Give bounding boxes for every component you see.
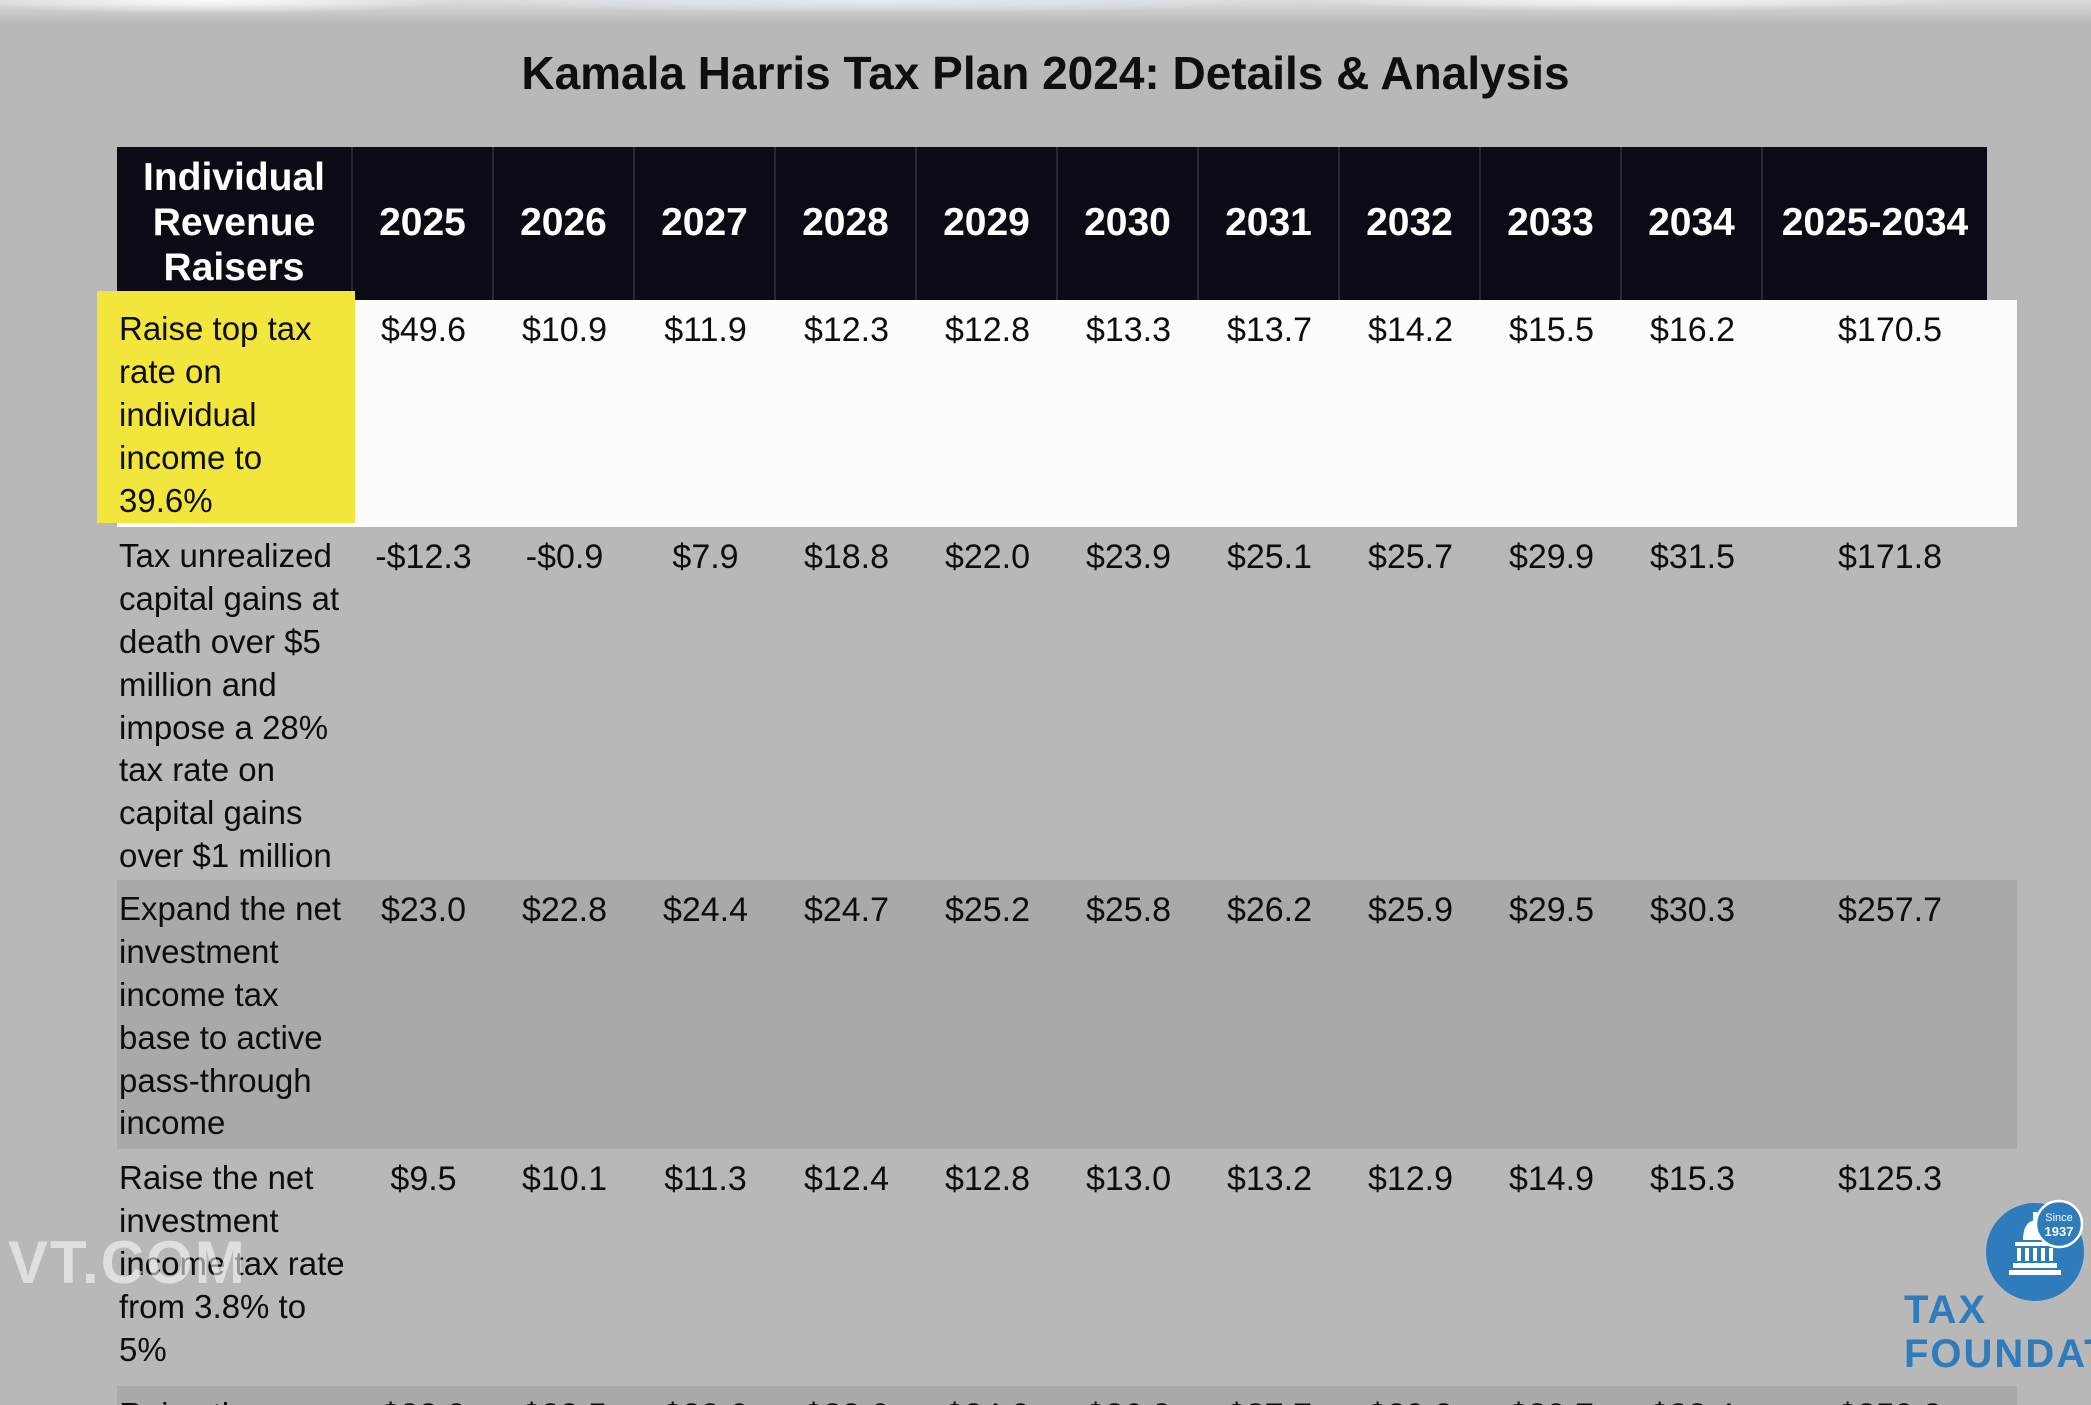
row-label: Expand the net investment income tax bas… bbox=[117, 880, 353, 1149]
table-row: Raise top tax rate on individual income … bbox=[97, 291, 2017, 527]
cell-value: $13.2 bbox=[1226, 1160, 1313, 1198]
logo-text-foundation: FOUNDAT bbox=[1904, 1332, 2091, 1376]
cell-value: $12.4 bbox=[803, 1160, 890, 1198]
cell-value: $10.1 bbox=[521, 1160, 608, 1198]
highlight-marker bbox=[97, 291, 355, 523]
capitol-dome-icon: Since 1937 bbox=[1986, 1199, 2084, 1301]
cell-value: $25.9 bbox=[1367, 891, 1454, 929]
cell-value: $7.9 bbox=[672, 538, 739, 576]
column-header: 2033 bbox=[1481, 147, 1622, 300]
cell-value: $29.3 bbox=[1340, 1386, 1481, 1405]
cell-value: $14.2 bbox=[1367, 311, 1454, 349]
row-label-text: Tax unrealized capital gains at death ov… bbox=[119, 537, 340, 875]
cell-value: $26.3 bbox=[1058, 1386, 1199, 1405]
cell-value: $26.2 bbox=[1226, 891, 1313, 929]
table-body: Raise top tax rate on individual income … bbox=[97, 291, 2017, 1405]
cell-value: $13.7 bbox=[1226, 311, 1313, 349]
top-glare bbox=[0, 0, 2091, 24]
cell-value: $15.3 bbox=[1649, 1160, 1736, 1198]
tax-table: Individual Revenue Raisers 2025 2026 2027 20… bbox=[97, 147, 2017, 1405]
row-label-text: Raise the bbox=[119, 1396, 258, 1405]
column-header: 2032 bbox=[1340, 147, 1481, 300]
row-label-text: Raise top tax rate on individual income … bbox=[119, 310, 312, 519]
badge-year-text: 1937 bbox=[2045, 1224, 2074, 1239]
cell-value: $23.5 bbox=[494, 1386, 635, 1405]
column-header: 2034 bbox=[1622, 147, 1763, 300]
cell-value: $13.3 bbox=[1085, 311, 1172, 349]
column-header: 2028 bbox=[776, 147, 917, 300]
cell-value: $11.9 bbox=[664, 311, 747, 349]
cell-value: $29.9 bbox=[1508, 538, 1595, 576]
column-header: 2026 bbox=[494, 147, 635, 300]
cell-value: $22.8 bbox=[521, 891, 608, 929]
row-label-text: Expand the net investment income tax bas… bbox=[119, 890, 342, 1142]
cell-value: $170.5 bbox=[1838, 311, 1942, 349]
cell-value: $24.0 bbox=[917, 1386, 1058, 1405]
cell-value: $30.3 bbox=[1649, 891, 1736, 929]
cell-value: $125.3 bbox=[1838, 1160, 1942, 1198]
column-header: 2030 bbox=[1058, 147, 1199, 300]
cell-value: $25.1 bbox=[1226, 538, 1313, 576]
cell-value: -$12.3 bbox=[375, 538, 472, 576]
row-label: Raise top tax rate on individual income … bbox=[117, 300, 353, 527]
cell-value: $31.5 bbox=[1649, 538, 1736, 576]
cell-value: $23.9 bbox=[1085, 538, 1172, 576]
cell-value: -$0.9 bbox=[525, 538, 604, 576]
table-row: Raise the net investment income tax rate… bbox=[117, 1149, 2017, 1386]
cell-value: $257.7 bbox=[1838, 891, 1942, 929]
cell-value: $30.7 bbox=[1481, 1386, 1622, 1405]
table-row: Raise the$22.9$23.5$23.6$23.6$24.0$26.3$… bbox=[117, 1386, 2017, 1405]
column-header: 2025 bbox=[353, 147, 494, 300]
cell-value: $24.4 bbox=[662, 891, 749, 929]
cell-value: $22.0 bbox=[944, 538, 1031, 576]
cell-value: $32.4 bbox=[1622, 1386, 1763, 1405]
cell-value: $259.3 bbox=[1763, 1386, 2017, 1405]
table-row: Expand the net investment income tax bas… bbox=[117, 880, 2017, 1149]
tax-foundation-logo: Since 1937 TAX FOUNDAT bbox=[1896, 1192, 2091, 1405]
page-title: Kamala Harris Tax Plan 2024: Details & A… bbox=[521, 47, 1570, 99]
cell-value: $49.6 bbox=[380, 311, 467, 349]
cell-value: $10.9 bbox=[521, 311, 608, 349]
cell-value: $14.9 bbox=[1508, 1160, 1595, 1198]
cell-value: $23.0 bbox=[380, 891, 467, 929]
cell-value: $25.7 bbox=[1367, 538, 1454, 576]
cell-value: $13.0 bbox=[1085, 1160, 1172, 1198]
cell-value: $29.5 bbox=[1508, 891, 1595, 929]
cell-value: $22.9 bbox=[353, 1386, 494, 1405]
row-label: Raise the net investment income tax rate… bbox=[117, 1149, 353, 1386]
cell-value: $25.8 bbox=[1085, 891, 1172, 929]
column-header: 2031 bbox=[1199, 147, 1340, 300]
cell-value: $12.8 bbox=[944, 1160, 1031, 1198]
row-label: Tax unrealized capital gains at death ov… bbox=[117, 527, 353, 880]
cell-value: $27.7 bbox=[1199, 1386, 1340, 1405]
logo-text-tax: TAX bbox=[1904, 1288, 1988, 1332]
cell-value: $9.5 bbox=[390, 1160, 457, 1198]
cell-value: $12.9 bbox=[1367, 1160, 1454, 1198]
table-row: Tax unrealized capital gains at death ov… bbox=[117, 527, 2017, 880]
cell-value: $24.7 bbox=[803, 891, 890, 929]
cell-value: $11.3 bbox=[664, 1160, 747, 1198]
cell-value: $15.5 bbox=[1508, 311, 1595, 349]
cell-value: $12.8 bbox=[944, 311, 1031, 349]
cell-value: $23.6 bbox=[635, 1386, 776, 1405]
badge-since-text: Since bbox=[2045, 1212, 2073, 1224]
cell-value: $16.2 bbox=[1649, 311, 1736, 349]
column-header: 2025-2034 bbox=[1781, 201, 1969, 245]
row-label: Raise the bbox=[117, 1386, 353, 1405]
cell-value: $12.3 bbox=[803, 311, 890, 349]
column-header: 2029 bbox=[917, 147, 1058, 300]
cell-value: $18.8 bbox=[803, 538, 890, 576]
table-header-row: Individual Revenue Raisers 2025 2026 2027 20… bbox=[117, 147, 1987, 300]
column-header: Individual Revenue Raisers bbox=[117, 147, 353, 300]
column-header: 2027 bbox=[635, 147, 776, 300]
row-label-text: Raise the net investment income tax rate… bbox=[119, 1159, 345, 1368]
cell-value: $25.2 bbox=[944, 891, 1031, 929]
cell-value: $23.6 bbox=[776, 1386, 917, 1405]
since-1937-badge bbox=[2034, 1199, 2084, 1249]
watermark: VT.COM bbox=[8, 1229, 247, 1296]
cell-value: $171.8 bbox=[1838, 538, 1942, 576]
